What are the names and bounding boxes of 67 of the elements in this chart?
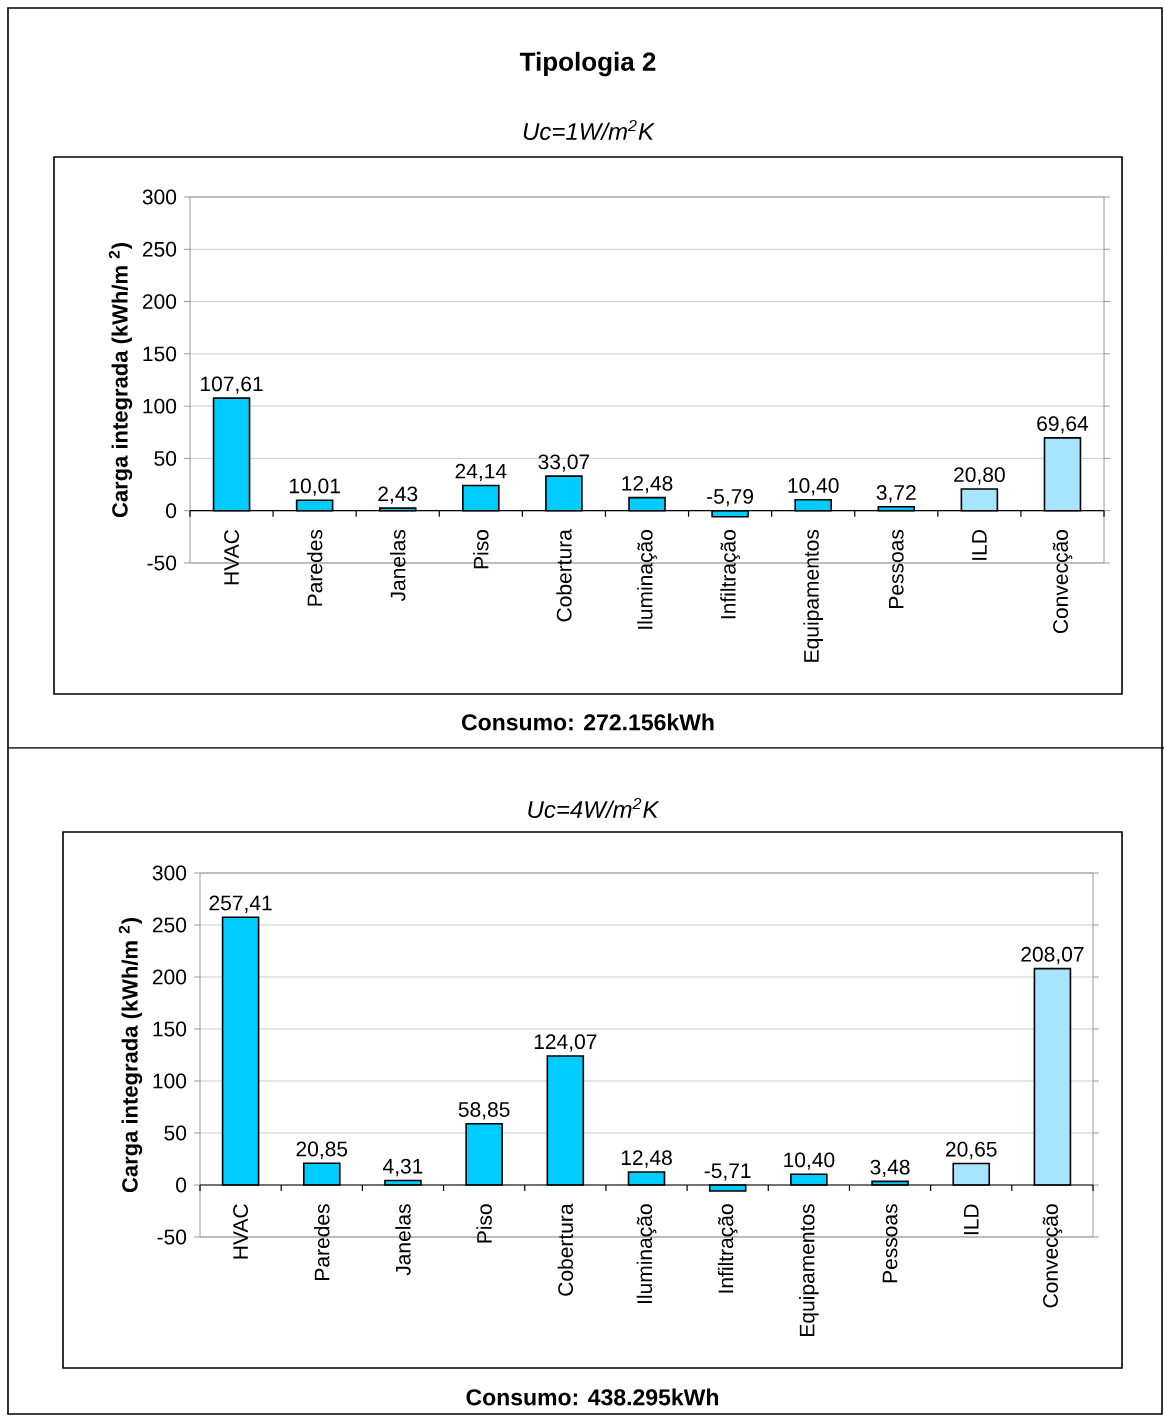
x-tick-label: Infiltração xyxy=(717,1204,738,1293)
x-tick-label: Convecção xyxy=(1042,1204,1063,1308)
x-tick-label: Piso xyxy=(473,529,489,569)
x-tick-label: Pessoas xyxy=(888,529,904,608)
y-tick-label: 0 xyxy=(166,503,177,519)
x-tick-label: Janelas xyxy=(395,1204,411,1276)
data-label: 10,01 xyxy=(289,478,340,496)
data-label: 107,61 xyxy=(201,376,263,394)
data-label: 20,65 xyxy=(946,1141,997,1160)
data-label: 20,80 xyxy=(954,467,1005,485)
x-tick-label: Equipamentos xyxy=(803,529,823,662)
x-tick-label: Paredes xyxy=(306,529,323,606)
y-tick-label: 50 xyxy=(164,1125,187,1141)
x-tick-label: Janelas xyxy=(390,529,406,602)
y-tick-label: 150 xyxy=(153,1021,187,1037)
data-label: 208,07 xyxy=(1021,946,1084,965)
x-tick-label: ILD xyxy=(972,530,987,560)
text: Consumo: 438.295kWh xyxy=(466,1388,718,1406)
data-label: 24,14 xyxy=(455,463,507,482)
y-tick-label: 200 xyxy=(142,294,177,310)
data-label: 124,07 xyxy=(534,1034,597,1052)
x-tick-label: Iluminação xyxy=(636,1204,657,1304)
y-tick-label: -50 xyxy=(147,555,177,571)
data-label: 12,48 xyxy=(622,475,673,494)
chart-subtitle: Uc=4W/m$^{2}$K xyxy=(528,797,660,819)
data-label: 10,40 xyxy=(784,1152,835,1170)
y-axis-title: Carga integrada (kWh/m $^{2}$) xyxy=(118,918,143,1193)
data-label: 69,64 xyxy=(1037,416,1089,434)
data-label: 12,48 xyxy=(621,1150,672,1168)
y-tick-label: 300 xyxy=(142,189,177,205)
y-tick-label: 100 xyxy=(153,1073,187,1089)
y-tick-label: 300 xyxy=(152,865,187,881)
y-axis-title: Carga integrada (kWh/m $^{2}$) xyxy=(108,243,133,518)
y-tick-label: 50 xyxy=(154,450,177,466)
data-label: 3,72 xyxy=(876,485,916,503)
data-label: -5,71 xyxy=(704,1163,751,1181)
x-tick-label: Paredes xyxy=(314,1204,330,1280)
y-tick-label: 100 xyxy=(143,398,177,414)
chart-title: Tipologia 2 xyxy=(519,51,656,77)
y-tick-label: 150 xyxy=(143,346,177,362)
x-tick-label: ILD xyxy=(964,1204,979,1235)
y-tick-label: 0 xyxy=(176,1177,187,1193)
data-label: 2,43 xyxy=(378,486,418,504)
y-tick-label: 250 xyxy=(142,241,177,257)
x-tick-label: Equipamentos xyxy=(799,1204,819,1336)
data-label: 3,48 xyxy=(870,1159,910,1177)
x-tick-label: Convecção xyxy=(1052,530,1073,634)
x-tick-label: Cobertura xyxy=(556,529,572,622)
y-tick-label: -50 xyxy=(157,1229,187,1245)
x-tick-label: HVAC xyxy=(224,529,239,585)
data-label: 257,41 xyxy=(209,895,272,913)
y-tick-label: 250 xyxy=(152,917,187,933)
y-tick-label: 200 xyxy=(152,969,187,985)
data-label: 4,31 xyxy=(382,1158,423,1177)
x-tick-label: Infiltração xyxy=(720,530,740,619)
x-tick-label: Piso xyxy=(476,1204,492,1243)
x-tick-label: Iluminação xyxy=(637,530,657,629)
text: Consumo: 272.156kWh xyxy=(461,713,714,731)
chart-subtitle: Uc=1W/m$^{2}$K xyxy=(523,119,655,141)
x-tick-label: Pessoas xyxy=(882,1204,898,1283)
x-tick-label: HVAC xyxy=(233,1204,249,1259)
data-label: 10,40 xyxy=(788,478,839,496)
data-label: 20,85 xyxy=(296,1141,348,1159)
x-tick-label: Cobertura xyxy=(557,1203,574,1296)
data-label: -5,79 xyxy=(707,488,754,507)
data-label: 33,07 xyxy=(538,454,590,472)
data-label: 58,85 xyxy=(458,1102,510,1120)
